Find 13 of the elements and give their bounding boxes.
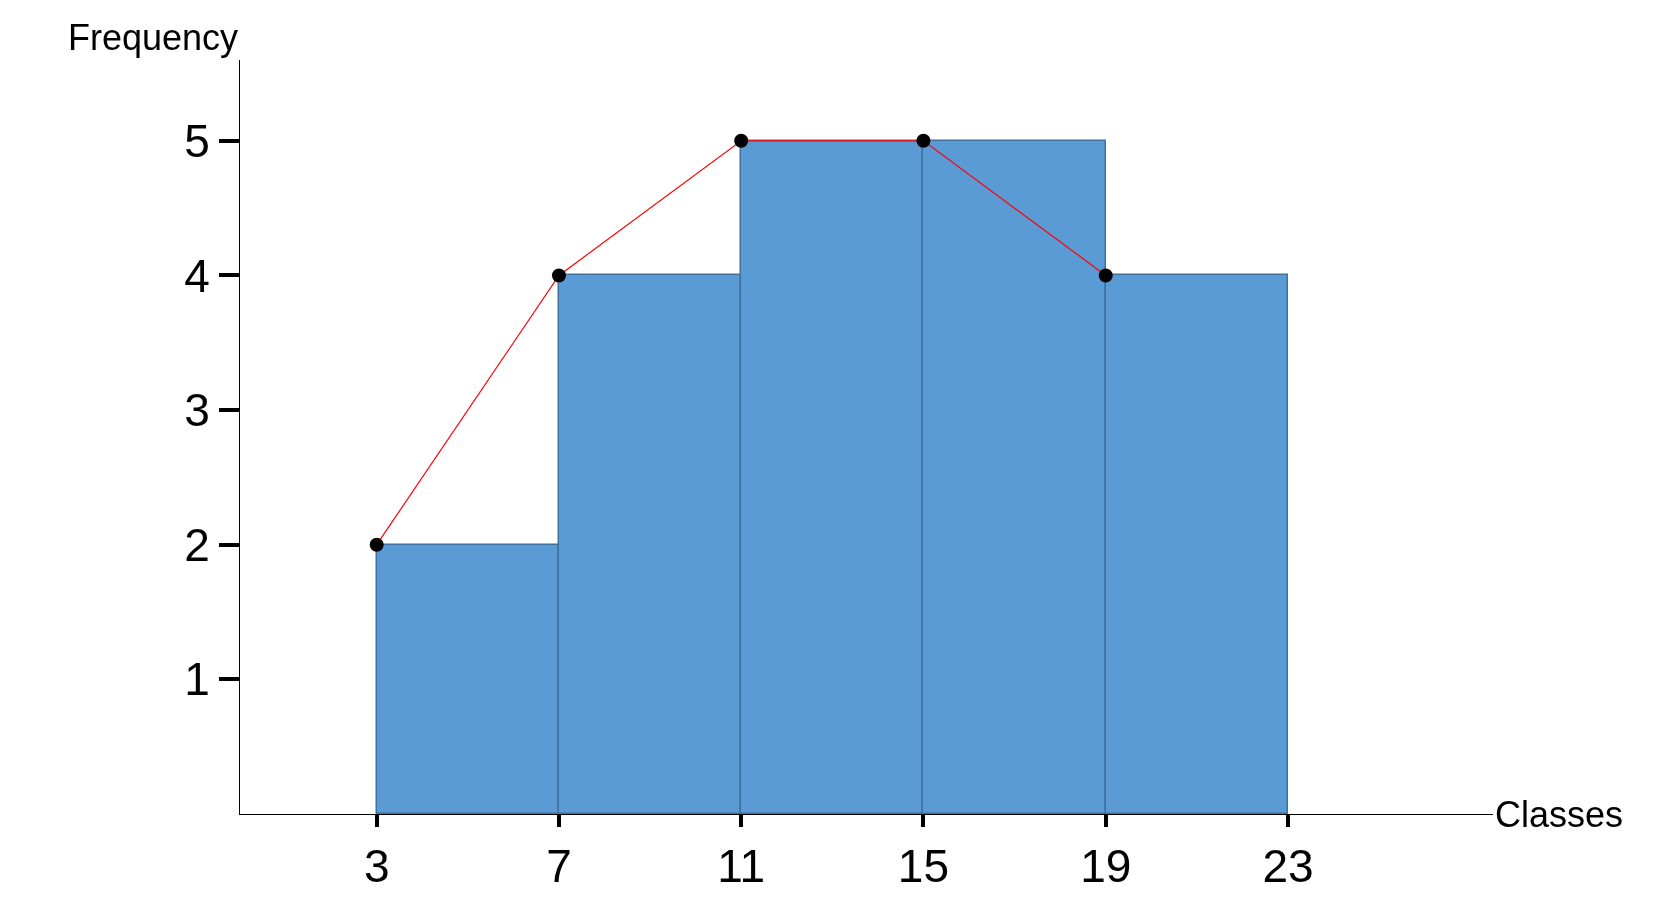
- x-tick-label: 19: [1080, 840, 1132, 893]
- x-tick-label: 23: [1262, 840, 1314, 893]
- y-axis-title: Frequency: [68, 17, 239, 58]
- x-tick-label: 15: [897, 840, 950, 893]
- x-tick-label: 11: [717, 840, 766, 893]
- x-tick-label: 7: [546, 840, 572, 893]
- y-tick-label: 2: [184, 518, 210, 571]
- x-tick-label: 3: [363, 840, 390, 893]
- y-tick-label: 4: [184, 249, 210, 302]
- x-axis-title: Classes: [1495, 794, 1624, 835]
- y-tick-label: 5: [184, 114, 210, 167]
- y-tick-label: 1: [184, 653, 210, 706]
- y-tick-label: 3: [184, 384, 210, 437]
